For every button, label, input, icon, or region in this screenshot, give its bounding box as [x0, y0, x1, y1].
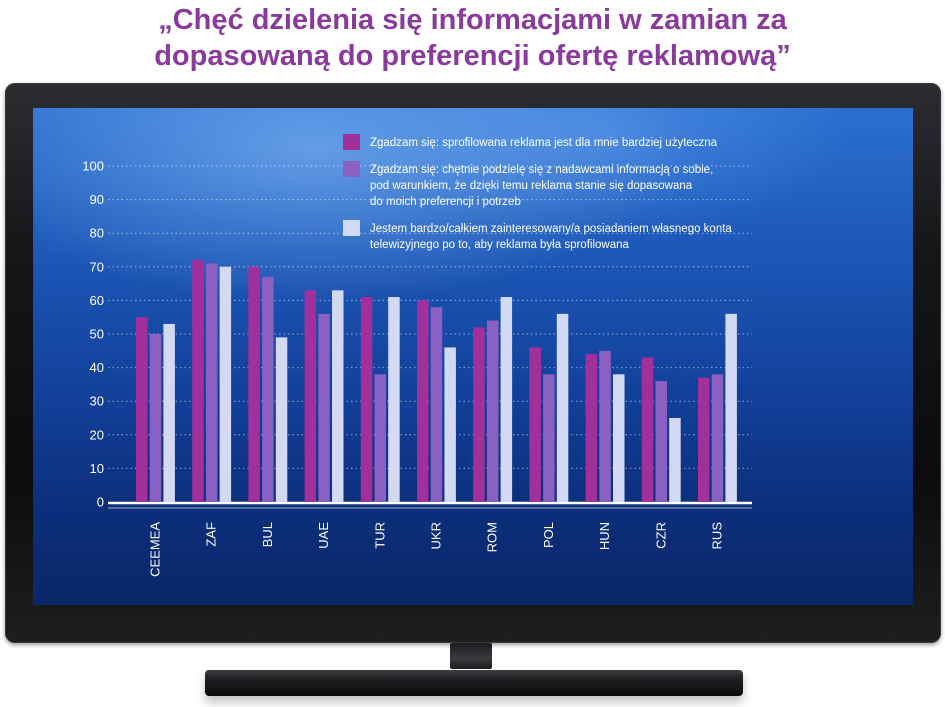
chart-title: „Chęć dzielenia się informacjami w zamia… — [0, 2, 945, 74]
y-tick-label: 100 — [82, 159, 104, 174]
y-tick-label: 50 — [90, 327, 104, 342]
legend-swatch-series-1 — [343, 134, 360, 150]
bar-ukr-series-3 — [444, 347, 456, 502]
tv-stand-base — [205, 670, 743, 696]
legend-label-series-1: Zgadzam się: sprofilowana reklama jest d… — [370, 137, 718, 149]
y-tick-label: 0 — [97, 495, 104, 510]
legend-label-series-2: pod warunkiem, że dzięki temu reklama st… — [370, 180, 693, 192]
y-tick-label: 30 — [90, 394, 104, 409]
bar-tur-series-2 — [374, 374, 386, 502]
bar-uae-series-2 — [318, 313, 330, 502]
bar-rom-series-3 — [500, 297, 513, 502]
bar-bul-series-3 — [275, 337, 288, 502]
bar-hun-series-1 — [585, 354, 598, 502]
x-category-label: ROM — [485, 522, 500, 552]
bar-pol-series-2 — [543, 374, 555, 502]
bar-uae-series-3 — [332, 290, 344, 502]
bar-rom-series-2 — [486, 320, 499, 502]
bar-bul-series-1 — [248, 266, 260, 502]
bar-bul-series-2 — [262, 276, 274, 502]
y-tick-label: 20 — [90, 427, 104, 442]
x-category-label: RUS — [709, 522, 724, 550]
bar-rom-series-1 — [473, 327, 485, 502]
bar-pol-series-1 — [529, 347, 541, 502]
bar-uae-series-1 — [304, 290, 317, 502]
bar-tur-series-3 — [388, 297, 400, 502]
x-category-label: CEEMEA — [147, 522, 162, 577]
bar-rus-series-3 — [725, 313, 737, 502]
bar-pol-series-3 — [556, 313, 569, 502]
y-tick-label: 60 — [90, 293, 104, 308]
bar-hun-series-2 — [599, 350, 611, 502]
y-tick-label: 70 — [90, 259, 104, 274]
chart-title-line-2: dopasowaną do preferencji ofertę reklamo… — [154, 40, 791, 72]
legend-label-series-2: do moich preferencji i potrzeb — [370, 196, 521, 208]
bar-hun-series-3 — [613, 374, 625, 502]
x-category-label: CZR — [653, 522, 668, 549]
x-category-label: POL — [541, 522, 556, 548]
x-category-label: BUL — [260, 522, 275, 547]
bar-ukr-series-1 — [417, 300, 429, 502]
tv-stand-neck — [450, 643, 492, 669]
bar-czr-series-3 — [669, 418, 681, 502]
bar-ceemea-series-1 — [136, 317, 148, 502]
legend-swatch-series-3 — [343, 220, 360, 236]
bar-zaf-series-3 — [219, 266, 232, 502]
bar-czr-series-1 — [641, 357, 654, 502]
y-tick-label: 10 — [90, 461, 104, 476]
x-category-label: TUR — [372, 522, 387, 549]
y-tick-label: 90 — [90, 192, 104, 207]
bar-rus-series-2 — [711, 374, 724, 502]
bar-ukr-series-2 — [430, 307, 443, 502]
chart-title-line-1: „Chęć dzielenia się informacjami w zamia… — [158, 4, 787, 36]
legend-swatch-series-2 — [343, 161, 360, 177]
legend-label-series-3: telewizyjnego po to, aby reklama była sp… — [370, 239, 629, 251]
bar-czr-series-2 — [655, 381, 667, 502]
x-category-label: UAE — [316, 522, 331, 549]
bar-ceemea-series-2 — [149, 334, 162, 502]
bar-tur-series-1 — [360, 297, 373, 502]
x-category-label: HUN — [597, 522, 612, 550]
bar-zaf-series-1 — [192, 260, 204, 502]
legend-label-series-2: Zgadzam się: chętnie podzielę się z nada… — [370, 164, 713, 176]
legend-label-series-3: Jestem bardzo/całkiem zainteresowany/a p… — [370, 223, 732, 235]
bar-zaf-series-2 — [205, 263, 218, 502]
tv-screen — [33, 108, 913, 605]
x-category-label: UKR — [428, 522, 443, 549]
bar-rus-series-1 — [698, 377, 710, 502]
y-tick-label: 80 — [90, 226, 104, 241]
x-category-label: ZAF — [204, 522, 219, 547]
bar-ceemea-series-3 — [163, 323, 175, 502]
y-tick-label: 40 — [90, 360, 104, 375]
